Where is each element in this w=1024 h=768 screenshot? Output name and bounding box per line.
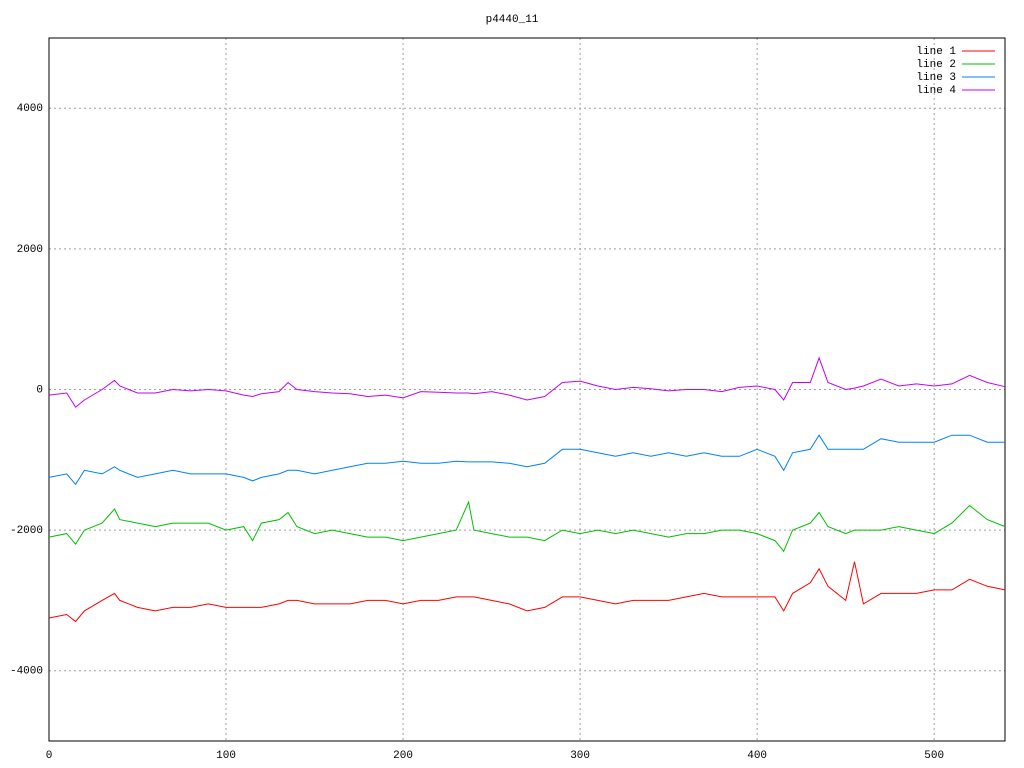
x-tick-label: 300 <box>570 750 590 762</box>
x-tick-label: 500 <box>924 750 944 762</box>
legend-label: line 4 <box>916 85 956 97</box>
x-tick-label: 200 <box>393 750 413 762</box>
series-line <box>48 500 1006 553</box>
plot-border <box>48 37 1006 742</box>
x-tick-label: 100 <box>216 750 236 762</box>
y-tick-label: 0 <box>36 384 43 396</box>
x-tick-label: 0 <box>46 750 53 762</box>
series-line <box>48 561 1006 623</box>
y-tick-label: -2000 <box>10 525 43 537</box>
y-tick-label: 4000 <box>17 103 43 115</box>
y-tick-label: -4000 <box>10 666 43 678</box>
x-tick-label: 400 <box>747 750 767 762</box>
chart-title: p4440_11 <box>486 14 539 26</box>
legend-label: line 1 <box>916 46 956 58</box>
legend-label: line 2 <box>916 59 956 71</box>
y-tick-label: 2000 <box>17 244 43 256</box>
series-line <box>48 356 1006 408</box>
legend-label: line 3 <box>916 72 956 84</box>
series-line <box>48 434 1005 486</box>
